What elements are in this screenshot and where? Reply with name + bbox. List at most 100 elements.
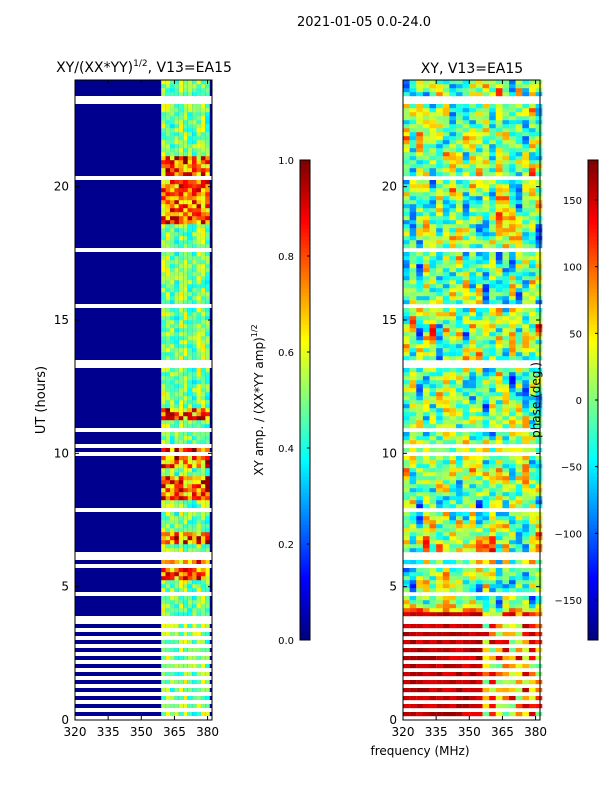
heatmap-cell: [205, 292, 210, 297]
heatmap-cell: [183, 288, 188, 293]
heatmap-cell: [183, 400, 188, 405]
heatmap-cell: [509, 704, 516, 709]
heatmap-cell: [429, 408, 437, 413]
heatmap-cell: [165, 448, 171, 453]
heatmap-cell: [174, 376, 179, 381]
heatmap-cell: [205, 372, 210, 377]
heatmap-cell: [161, 84, 166, 89]
heatmap-cell: [205, 128, 210, 133]
heatmap-cell: [409, 340, 417, 345]
heatmap-cell: [178, 244, 184, 249]
heatmap-cell: [183, 512, 188, 517]
heatmap-cell: [170, 280, 175, 285]
colorbar-segment: [588, 264, 598, 269]
left-panel-title: XY/(XX*YY)1/2, V13=EA15: [56, 59, 232, 76]
heatmap-cell: [482, 232, 490, 237]
heatmap-cell: [469, 388, 477, 393]
heatmap-cell: [509, 588, 516, 593]
heatmap-cell: [436, 604, 443, 609]
heatmap-cell: [200, 288, 206, 293]
heatmap-cell: [456, 136, 463, 141]
heatmap-cell: [403, 420, 410, 425]
heatmap-cell: [535, 208, 543, 213]
heatmap-cell: [436, 356, 443, 361]
colorbar-segment: [300, 508, 310, 513]
heatmap-cell: [205, 512, 210, 517]
heatmap-cell: [495, 276, 503, 281]
heatmap-cell: [489, 284, 496, 289]
heatmap-cell: [422, 596, 430, 601]
heatmap-cell: [174, 232, 179, 237]
heatmap-cell: [429, 572, 437, 577]
heatmap-cell: [436, 324, 443, 329]
heatmap-cell: [170, 504, 175, 509]
heatmap-cell: [442, 196, 450, 201]
heatmap-cell: [436, 532, 443, 537]
heatmap-cell: [165, 88, 171, 93]
heatmap-cell: [482, 112, 490, 117]
heatmap-cell: [502, 292, 510, 297]
heatmap-cell: [489, 376, 496, 381]
heatmap-cell: [178, 656, 184, 661]
heatmap-cell: [436, 464, 443, 469]
colorbar-segment: [588, 316, 598, 321]
heatmap-cell: [469, 412, 477, 417]
heatmap-cell: [515, 504, 523, 509]
colorbar-segment: [300, 264, 310, 269]
heatmap-cell: [192, 456, 197, 461]
heatmap-cell: [528, 124, 536, 129]
heatmap-cell: [205, 420, 210, 425]
heatmap-cell: [192, 512, 197, 517]
heatmap-cell: [178, 144, 184, 149]
heatmap-cell: [187, 108, 193, 113]
heatmap-cell: [509, 448, 516, 453]
heatmap-cell: [165, 240, 171, 245]
heatmap-cell: [174, 512, 179, 517]
colorbar-segment: [588, 608, 598, 613]
heatmap-cell: [436, 344, 443, 349]
heatmap-cell: [196, 420, 201, 425]
heatmap-cell: [495, 516, 503, 521]
heatmap-cell: [429, 140, 437, 145]
heatmap-cell: [170, 344, 175, 349]
heatmap-cell: [475, 308, 483, 313]
heatmap-cell: [205, 476, 210, 481]
heatmap-cell: [442, 468, 450, 473]
heatmap-cell: [482, 276, 490, 281]
heatmap-cell: [196, 320, 201, 325]
heatmap-cell: [482, 236, 490, 241]
heatmap-cell: [429, 244, 437, 249]
heatmap-cell: [436, 500, 443, 505]
heatmap-cell: [192, 224, 197, 229]
heatmap-cell: [422, 584, 430, 589]
heatmap-cell: [456, 224, 463, 229]
heatmap-cell: [429, 440, 437, 445]
heatmap-cell: [403, 216, 410, 221]
heatmap-cell: [174, 308, 179, 313]
heatmap-cell: [502, 388, 510, 393]
heatmap-cell: [482, 204, 490, 209]
heatmap-cell: [170, 152, 175, 157]
heatmap-cell: [192, 680, 197, 685]
flagged-row: [75, 668, 212, 672]
heatmap-cell: [422, 216, 430, 221]
heatmap-cell: [528, 380, 536, 385]
heatmap-cell: [205, 704, 210, 709]
heatmap-cell: [196, 196, 201, 201]
heatmap-cell: [429, 224, 437, 229]
heatmap-cell: [174, 288, 179, 293]
heatmap-cell: [469, 680, 477, 685]
heatmap-cell: [429, 388, 437, 393]
heatmap-cell: [416, 280, 423, 285]
heatmap-cell: [528, 320, 536, 325]
heatmap-cell: [482, 116, 490, 121]
heatmap-cell: [170, 340, 175, 345]
heatmap-cell: [161, 656, 166, 661]
colorbar-segment: [300, 324, 310, 329]
heatmap-cell: [196, 272, 201, 277]
heatmap-cell: [161, 688, 166, 693]
heatmap-cell: [409, 140, 417, 145]
heatmap-cell: [436, 180, 443, 185]
heatmap-cell: [183, 380, 188, 385]
heatmap-cell: [174, 384, 179, 389]
